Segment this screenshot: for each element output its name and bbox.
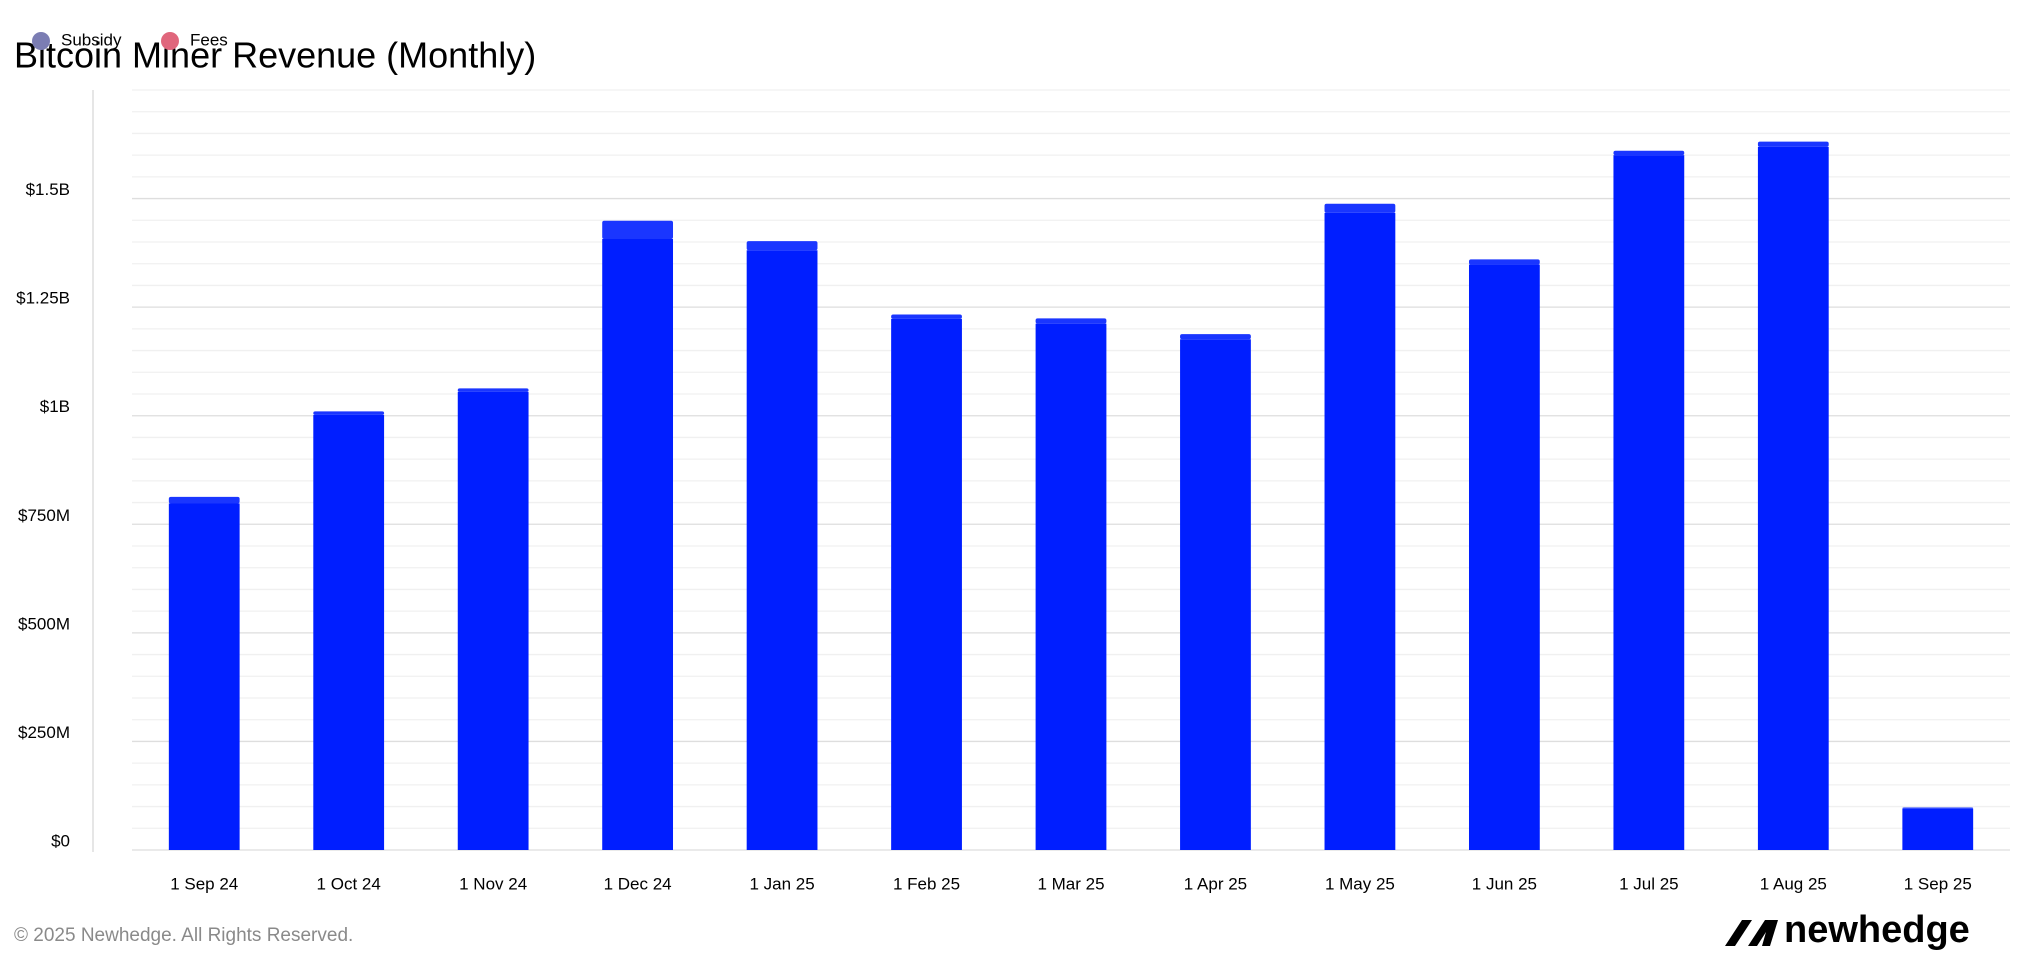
x-tick-label: 1 Aug 25 [1760,874,1827,893]
bar-segment [746,250,818,850]
x-tick-label: 1 Nov 24 [459,874,527,893]
bar-segment [891,314,962,319]
y-tick-label: $250M [18,723,70,742]
bar-segment [1468,259,1540,265]
x-tick-label: 1 Mar 25 [1037,874,1104,893]
bar-segment [1757,146,1829,851]
bar-segment [1613,150,1685,156]
x-tick-label: 1 Dec 24 [604,874,672,893]
bar-segment [1324,203,1396,213]
x-tick-label: 1 Jul 25 [1619,874,1679,893]
bar-segment [746,241,818,251]
x-tick-label: 1 Jan 25 [749,874,814,893]
bar-segment [1757,141,1829,147]
bar-segment [1468,264,1540,850]
y-tick-label: $1B [40,397,70,416]
chart-title: Bitcoin Miner Revenue (Monthly) [14,35,536,76]
y-tick-label: $500M [18,614,70,633]
brand-icon [1725,920,1778,946]
bar-segment [891,318,962,851]
bar-segment [602,220,674,239]
x-tick-label: 1 Sep 24 [170,874,238,893]
x-tick-label: 1 Jun 25 [1472,874,1537,893]
bar-segment [1613,155,1685,851]
x-tick-label: 1 Sep 25 [1904,874,1972,893]
brand-name: newhedge [1784,909,1970,951]
legend-label: Subsidy [61,30,122,49]
bar-segment [1902,807,1974,809]
bar-segment [1180,339,1251,850]
bar-segment [1324,212,1396,851]
legend-marker [161,32,179,50]
bar-segment [1180,334,1251,340]
y-tick-label: $750M [18,506,70,525]
x-tick-label: 1 Feb 25 [893,874,960,893]
bar-segment [313,411,385,415]
bar-segment [1902,808,1974,850]
legend-marker [32,32,50,50]
y-tick-label: $1.5B [26,180,70,199]
legend-label: Fees [190,30,228,49]
bar-segment [1035,318,1107,324]
y-tick-label: $1.25B [16,289,70,308]
bar-segment [457,388,529,392]
bar-segment [168,496,240,504]
bar-segment [457,391,529,850]
y-tick-label: $0 [51,831,70,850]
bar-segment [1035,323,1107,850]
copyright: © 2025 Newhedge. All Rights Reserved. [14,925,353,946]
bar-segment [602,238,674,850]
bar-segment [168,503,240,850]
x-tick-label: 1 Apr 25 [1184,874,1247,893]
brand-logo: newhedge [1725,909,1970,951]
x-tick-label: 1 May 25 [1325,874,1395,893]
bar-segment [313,414,385,850]
x-tick-label: 1 Oct 24 [317,874,381,893]
